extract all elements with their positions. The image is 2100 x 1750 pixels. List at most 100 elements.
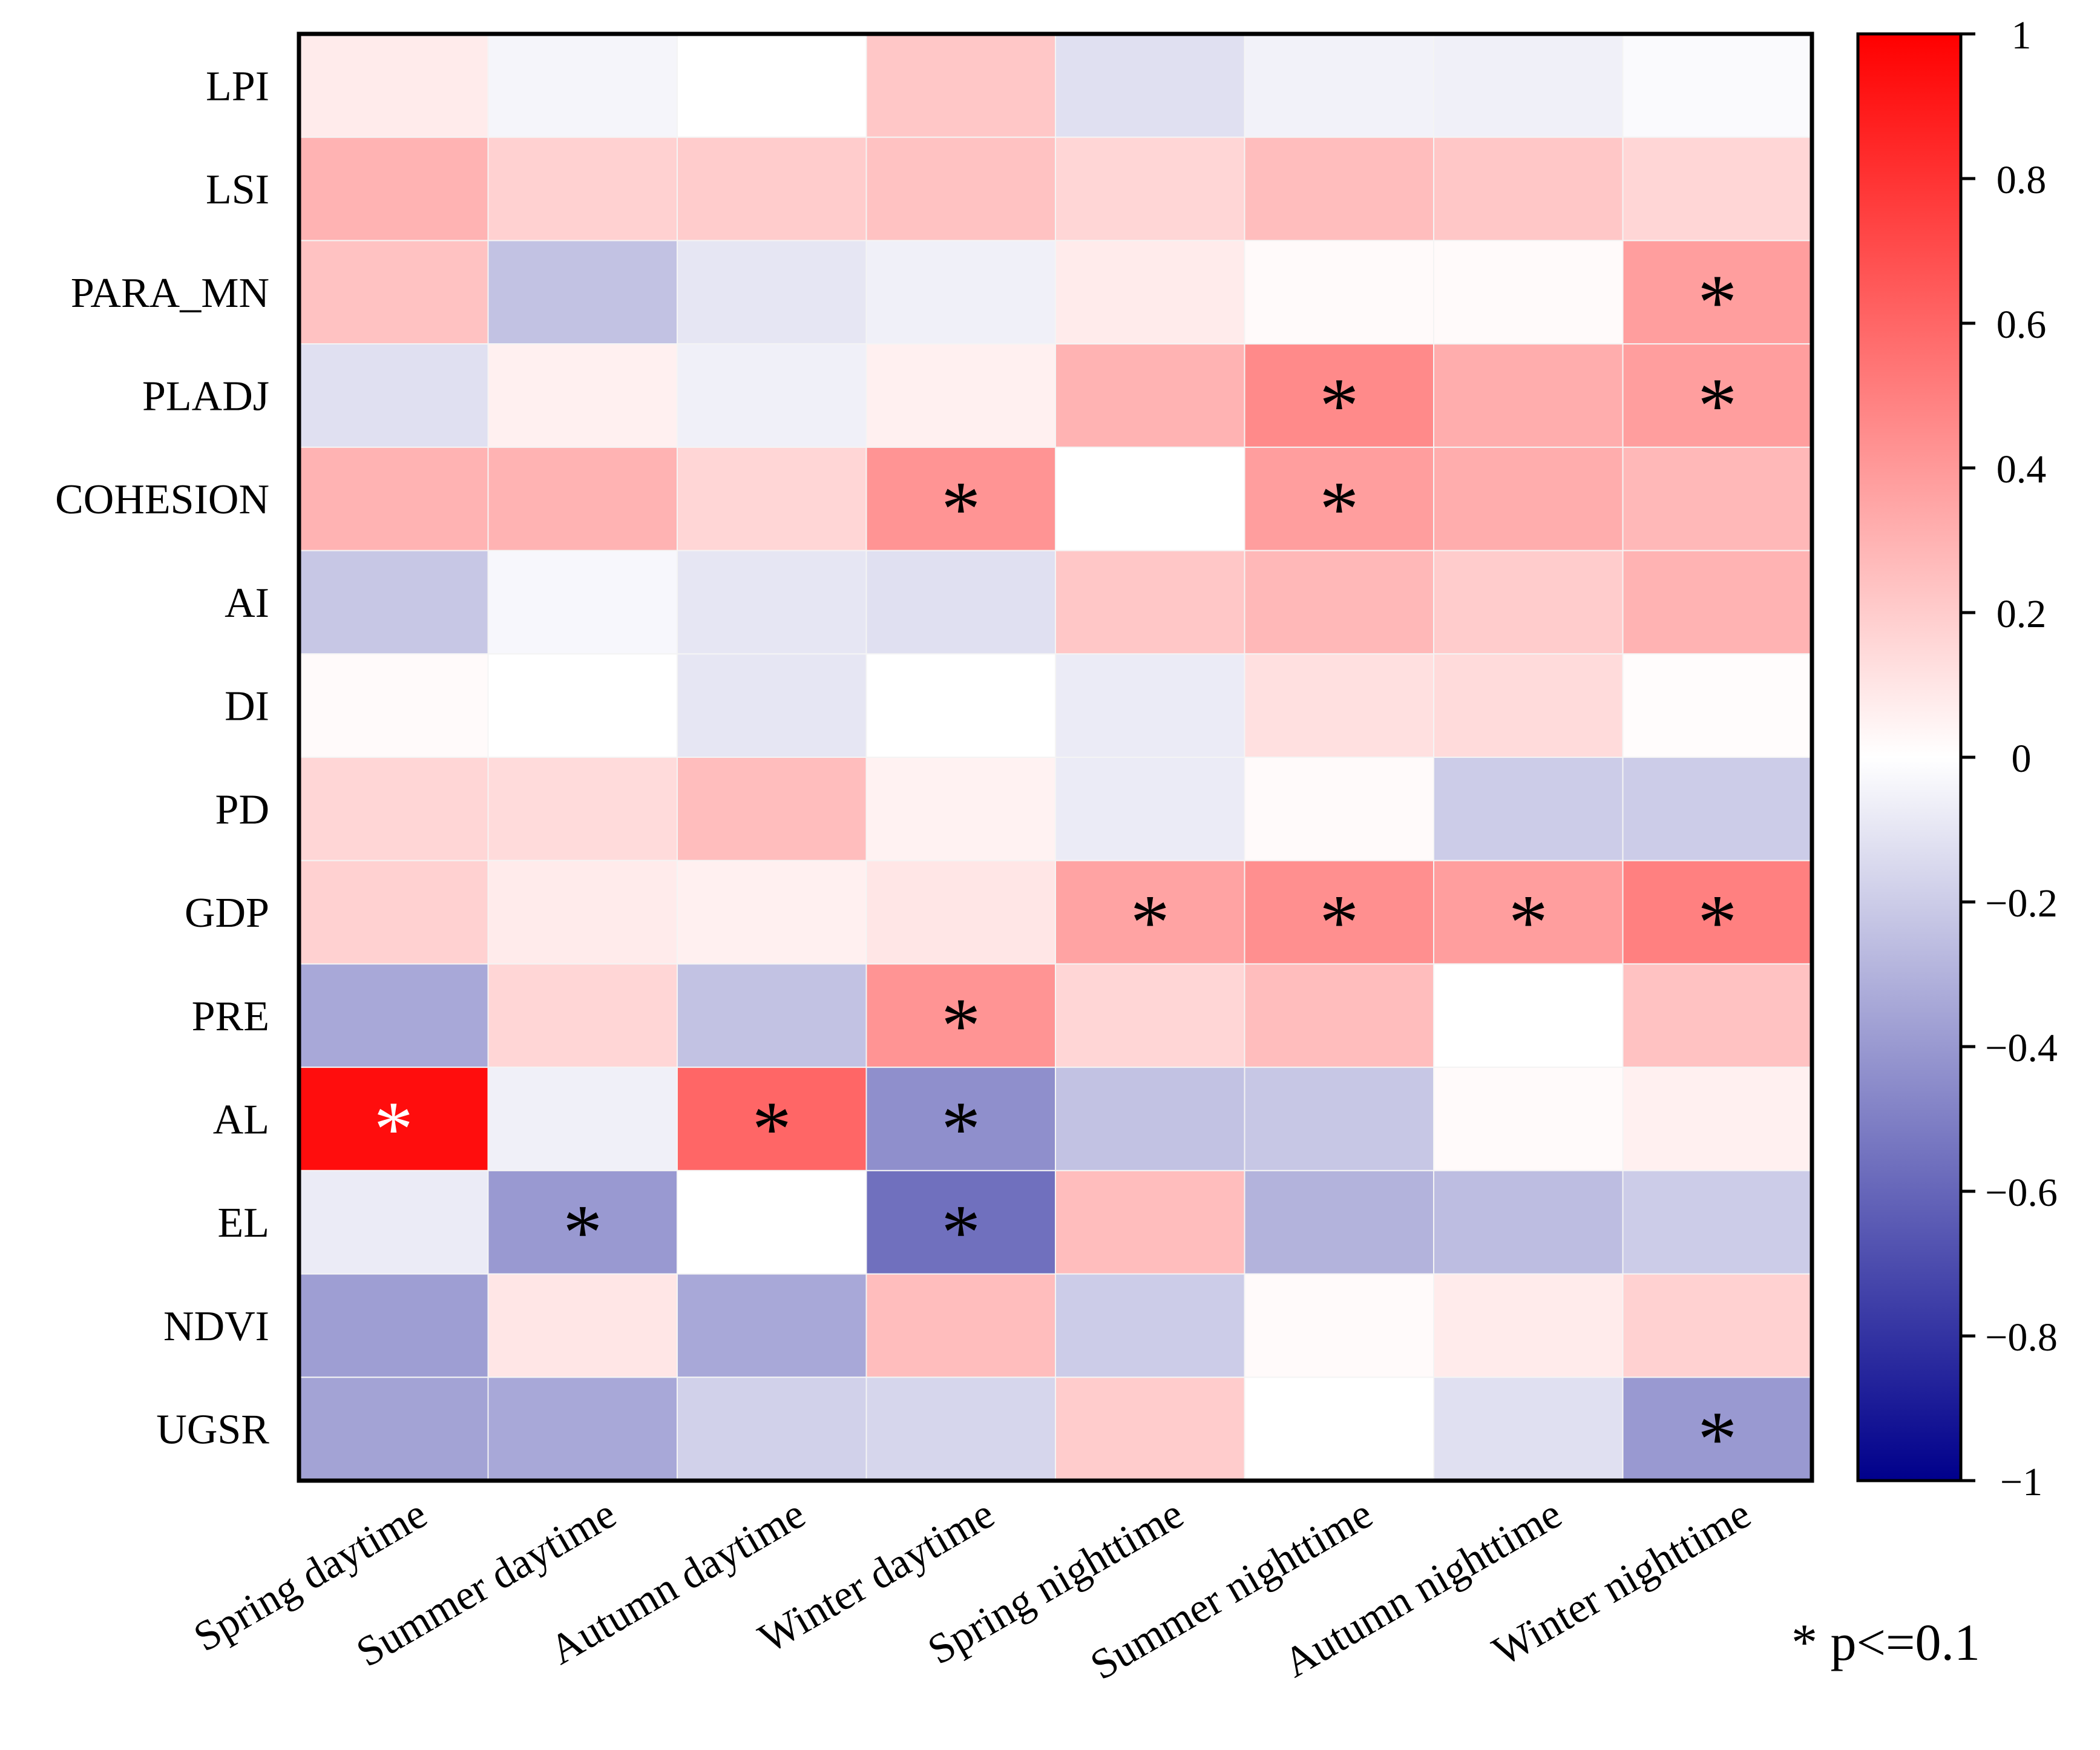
heatmap-cell [677, 963, 867, 1068]
row-label: UGSR [156, 1407, 269, 1453]
heatmap-cell [298, 136, 489, 242]
heatmap-cell [487, 1377, 678, 1481]
heatmap-cell [298, 1377, 489, 1481]
significance-marker: * [941, 1189, 980, 1276]
heatmap-cell [1244, 1377, 1434, 1481]
heatmap-cell [677, 757, 867, 861]
heatmap-cell [677, 860, 867, 965]
heatmap-cell [1622, 550, 1813, 655]
heatmap-cell [1622, 1377, 1813, 1481]
heatmap-cell [677, 550, 867, 655]
significance-marker: * [941, 982, 980, 1070]
heatmap-cell [865, 653, 1056, 758]
row-labels: LPI LSI PARA_MN PLADJ COHESION AI DI PD GDP PRE AL… [55, 63, 269, 1453]
heatmap-cell [1244, 240, 1434, 345]
row-label: GDP [185, 890, 269, 936]
heatmap-cell [865, 1067, 1056, 1171]
heatmap-cell [1622, 757, 1813, 861]
heatmap-cell [677, 1273, 867, 1378]
heatmap-cell [677, 1377, 867, 1481]
row-label: PLADJ [142, 373, 269, 420]
heatmap-cell [865, 757, 1056, 861]
heatmap-cell [487, 1169, 678, 1275]
row-label: LSI [206, 166, 269, 213]
significance-marker: * [1698, 259, 1737, 346]
heatmap-cell [677, 240, 867, 345]
heatmap-cell [487, 1067, 678, 1171]
heatmap-cell [677, 1067, 867, 1171]
heatmap-cell [1244, 1067, 1434, 1171]
significance-marker: * [374, 1086, 413, 1173]
heatmap-cell [1433, 860, 1624, 965]
colorbar-tick-label: 0.6 [1997, 303, 2047, 347]
heatmap-cell [1433, 240, 1624, 345]
heatmap-cell [677, 653, 867, 758]
heatmap-cell [1244, 550, 1434, 655]
colorbar-tick-label: −0.8 [1985, 1315, 2058, 1360]
heatmap-cell [1433, 136, 1624, 242]
heatmap-cell [1244, 757, 1434, 861]
significance-marker: * [941, 1086, 980, 1173]
row-label: AI [225, 580, 269, 627]
heatmap-cell [1055, 343, 1245, 448]
heatmap-cell [487, 550, 678, 655]
heatmap-cell [1055, 550, 1245, 655]
heatmap-cell [298, 33, 489, 138]
row-label: DI [225, 683, 269, 730]
heatmap-cell [1433, 343, 1624, 448]
colorbar-tick-label: 0 [2012, 737, 2032, 781]
heatmap-cell [865, 136, 1056, 242]
heatmap-cell [1244, 136, 1434, 242]
heatmap-cell [487, 33, 678, 138]
heatmap-cell [1244, 963, 1434, 1068]
heatmap-cell [298, 963, 489, 1068]
colorbar-tick-label: 0.8 [1997, 158, 2047, 202]
heatmap-cell [1433, 550, 1624, 655]
heatmap-cell [677, 343, 867, 448]
significance-marker: * [1698, 1396, 1737, 1483]
heatmap-cell [1433, 1169, 1624, 1275]
heatmap-cell [1244, 1273, 1434, 1378]
heatmap-cell [1433, 1067, 1624, 1171]
heatmap-cell [298, 653, 489, 758]
row-label: AL [213, 1097, 269, 1143]
heatmap-cell [865, 446, 1056, 551]
heatmap-cell [1055, 1377, 1245, 1481]
heatmap-cell [1244, 446, 1434, 551]
heatmap-cell [487, 446, 678, 551]
heatmap-cell [1433, 963, 1624, 1068]
heatmap-cell [865, 1273, 1056, 1378]
heatmap-cell [1433, 1377, 1624, 1481]
row-label: LPI [206, 63, 269, 110]
heatmap-cell [865, 550, 1056, 655]
heatmap-cell [1622, 653, 1813, 758]
row-label: EL [217, 1200, 269, 1246]
significance-marker: * [1130, 879, 1170, 966]
heatmap-cell [1055, 963, 1245, 1068]
significance-marker: * [1319, 363, 1359, 450]
significance-marker: * [1698, 879, 1737, 966]
significance-marker: * [752, 1086, 792, 1173]
heatmap-cell [298, 240, 489, 345]
heatmap-cell [1055, 653, 1245, 758]
significance-marker: * [1698, 363, 1737, 450]
heatmap-cell [1622, 33, 1813, 138]
heatmap-cell [677, 33, 867, 138]
heatmap-cell [1055, 33, 1245, 138]
row-label: PRE [192, 993, 269, 1040]
heatmap-cell [1433, 33, 1624, 138]
colorbar-tick-label: −0.6 [1985, 1171, 2058, 1215]
heatmap-cell [865, 1377, 1056, 1481]
heatmap-cell [1433, 757, 1624, 861]
heatmap-cell [298, 343, 489, 448]
heatmap-cell [1244, 1169, 1434, 1275]
heatmap-cell [1244, 33, 1434, 138]
heatmap-cell [298, 757, 489, 861]
colorbar-ticks: 1 0.8 0.6 0.4 0.2 0 −0.2 −0.4 −0.6 −0.8 −1 [1961, 13, 2058, 1504]
significance-marker: * [1319, 879, 1359, 966]
heatmap-cell [298, 1169, 489, 1275]
heatmap-cell [677, 446, 867, 551]
significance-markers: * * * * * * * * * * * * * * * * [374, 259, 1737, 1483]
heatmap-cell [487, 757, 678, 861]
